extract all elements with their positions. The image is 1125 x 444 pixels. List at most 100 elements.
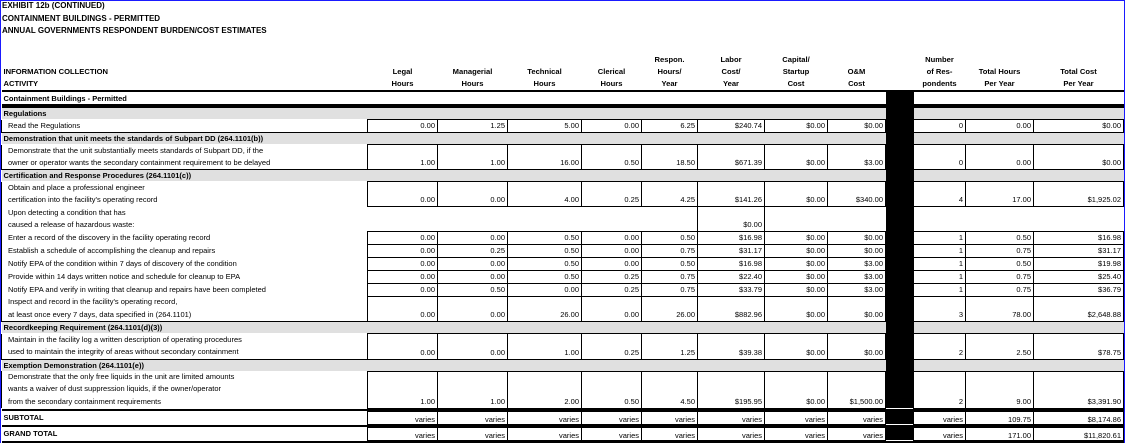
respon-cell: 0.50 [641,230,698,245]
text-line: Respon. [654,55,685,64]
respondents-cell: 1 [913,269,966,284]
respondents-cell: 2 [913,370,966,409]
section-blank [913,107,1124,120]
respondents-cell: 1 [913,243,966,258]
activity-cell: Establish a schedule of accomplishing th… [1,244,368,258]
text-line: Cost/ [721,67,741,76]
column-divider [885,132,914,145]
column-divider [885,257,914,271]
om-cell: $340.00 [827,181,886,208]
activity-cell: Upon detecting a condition that has cause… [1,206,368,232]
table-row: Obtain and place a professional engineer… [1,181,1124,208]
labor-cell: $33.79 [697,282,765,297]
text-line: Inspect and record in the facility's ope… [8,297,178,307]
managerial-cell: 1.00 [437,370,508,409]
text-line: ACTIVITY [3,79,39,88]
divider [1,408,1124,412]
activity-cell: Obtain and place a professional engineer… [1,181,368,207]
total_cost-total: $11,820.61 [1033,426,1124,441]
text-line: Notify EPA and verify in writing that cl… [8,285,266,295]
clerical-cell: 0.25 [581,181,642,208]
managerial-cell: 0.00 [437,295,508,323]
text-line: O&M [847,67,866,76]
text-line: Hours/ [657,67,682,76]
text-line: Managerial [452,67,493,76]
total_cost-cell: $25.40 [1033,269,1124,284]
legal-cell: 0.00 [367,181,438,208]
total_hours-cell: 0.75 [965,243,1034,258]
table-row: Maintain in the facility log a written d… [1,333,1124,360]
total_hours-total: 171.00 [965,426,1034,441]
text-line: Clerical [597,67,626,76]
managerial-cell: 0.00 [437,269,508,284]
exhibit-title: EXHIBIT 12b (CONTINUED) [2,1,105,10]
labor-cell: $31.17 [697,243,765,258]
divider-line [1,424,1124,428]
total-label: SUBTOTAL [3,413,44,423]
managerial-cell: 1.00 [437,143,508,171]
header-total_cost: Total Cost Per Year [1034,52,1124,90]
text-line: wants a waiver of dust suppression liqui… [8,384,222,394]
section-header-row: Recordkeeping Requirement (264.1101(d)(3… [1,321,1124,334]
total_hours-cell: 0.00 [965,143,1034,171]
activity-cell: Provide within 14 days written notice an… [1,270,368,284]
table-row: Notify EPA and verify in writing that cl… [1,282,1124,297]
section-blank [913,169,1124,182]
section-header-row: Demonstration that unit meets the standa… [1,132,1124,145]
total_cost-cell: $1,925.02 [1033,181,1124,208]
text-line: caused a release of hazardous waste: [8,220,135,230]
respondents-total: varies [913,410,966,425]
exhibit-subtitle: CONTAINMENT BUILDINGS - PERMITTED [2,14,161,23]
blank [913,92,1124,105]
legal-cell: 0.00 [367,295,438,323]
labor-cell: $240.74 [697,119,765,133]
capital-cell: $0.00 [764,333,828,360]
text-line: Legal [392,67,413,76]
clerical-cell: 0.25 [581,333,642,360]
section-header-row: Exemption Demonstration (264.1101(e)) [1,358,1124,372]
clerical-cell: 0.00 [581,295,642,323]
respondents-cell: 3 [913,295,966,323]
capital-cell: $0.00 [764,243,828,258]
text-line: Enter a record of the discovery in the f… [8,233,211,243]
managerial-total: varies [437,426,508,441]
technical-cell: 0.50 [507,269,582,284]
om-total: varies [827,410,886,425]
text-line: Read the Regulations [8,120,81,130]
managerial-cell: 0.00 [437,256,508,271]
text-line: certification into the facility's operat… [8,195,158,205]
managerial-cell: 0.00 [437,181,508,208]
managerial-cell: 0.50 [437,282,508,297]
text-line: Total Hours [978,67,1021,76]
labor-cost-cell: $0.00 [697,206,765,232]
divider-line [1,90,1124,92]
clerical-total: varies [581,410,642,425]
activity-cell: Notify EPA and verify in writing that cl… [1,283,368,297]
total_hours-cell: 0.75 [965,269,1034,284]
text-line: pondents [922,79,957,88]
total_cost-cell: $3,391.90 [1033,370,1124,409]
text-line: Demonstrate that the unit substantially … [8,145,264,155]
total_hours-cell: 17.00 [965,181,1034,208]
capital-cell: $0.00 [764,256,828,271]
respon-cell: 0.75 [641,269,698,284]
total_hours-cell: 2.50 [965,333,1034,360]
column-divider [885,427,914,441]
technical-cell: 0.50 [507,243,582,258]
text-line: Per Year [1063,79,1094,88]
capital-cell: $0.00 [764,269,828,284]
grand-total-row: GRAND TOTAL varies varies varies varies varie… [2,426,1124,441]
section-label: Certification and Response Procedures (2… [1,169,886,182]
table-row: Demonstrate that the only free liquids i… [1,370,1124,409]
clerical-cell: 0.50 [581,143,642,171]
respondents-cell: 1 [913,230,966,245]
clerical-cell: 0.00 [581,119,642,133]
text-line: Establish a schedule of accomplishing th… [8,246,216,256]
clerical-cell: 0.25 [581,282,642,297]
om-cell: $3.00 [827,282,886,297]
total_cost-cell: $0.00 [1033,143,1124,171]
table-row: Demonstrate that the unit substantially … [1,143,1124,171]
total_cost-cell: $19.98 [1033,256,1124,271]
legal-cell: 0.00 [367,243,438,258]
clerical-cell: 0.25 [581,269,642,284]
